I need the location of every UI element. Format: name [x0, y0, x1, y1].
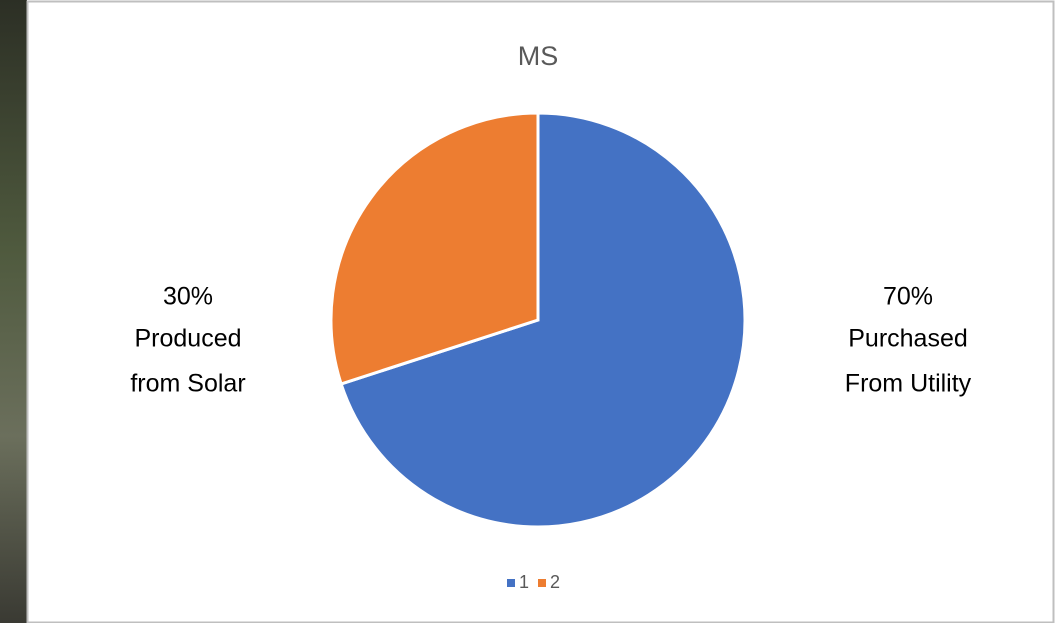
data-label-text: from Solar — [130, 370, 245, 398]
legend-swatch — [507, 579, 515, 587]
data-label: 70% — [883, 283, 933, 311]
legend-label: 1 — [519, 572, 529, 592]
data-label: 30% — [163, 283, 213, 311]
pie-slice — [329, 111, 540, 386]
legend-label: 2 — [550, 572, 560, 592]
photo-strip-texture — [0, 0, 27, 623]
chart-title: MS — [518, 41, 559, 71]
data-label-text: Purchased — [848, 325, 968, 353]
data-label-text: Produced — [134, 325, 241, 353]
data-label-text: From Utility — [845, 370, 972, 398]
pie-slice — [339, 111, 747, 529]
legend-swatch — [538, 579, 546, 587]
